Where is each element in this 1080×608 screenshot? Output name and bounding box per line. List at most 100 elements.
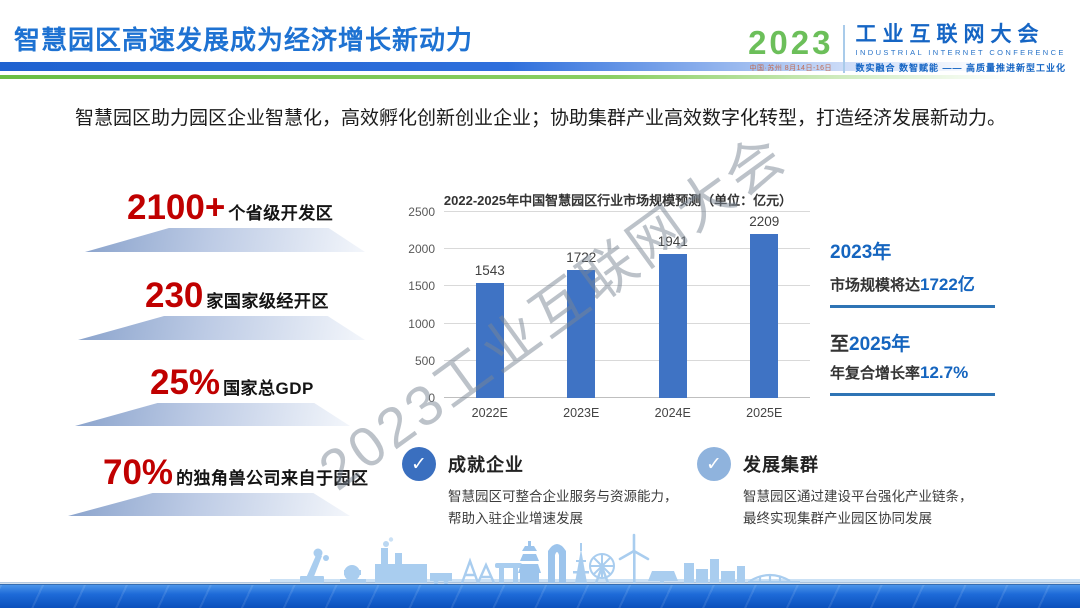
chart-title: 2022-2025年中国智慧园区行业市场规模预测（单位：亿元） bbox=[443, 193, 793, 208]
stat-text: 25% 国家总GDP bbox=[150, 365, 385, 400]
ferris-wheel-icon bbox=[589, 553, 615, 584]
page-title: 智慧园区高速发展成为经济增长新动力 bbox=[14, 25, 474, 55]
y-tick-label: 2500 bbox=[408, 205, 435, 219]
header-rule-blue bbox=[0, 62, 1015, 71]
logo-venue: 中国·苏州 8月14日-16日 bbox=[749, 64, 833, 72]
chart-gridline bbox=[444, 397, 810, 398]
callout-body: 年复合增长率12.7% bbox=[830, 362, 1015, 383]
y-tick-label: 1000 bbox=[408, 316, 435, 331]
bar-value-label: 1941 bbox=[657, 233, 688, 249]
stat-text: 230 家国家级经开区 bbox=[145, 278, 388, 313]
feature-content: 发展集群 智慧园区通过建设平台强化产业链条， 最终实现集群产业园区协同发展 bbox=[743, 447, 973, 530]
callout-body-highlight: 12.7% bbox=[920, 363, 969, 382]
stat-value: 25% bbox=[150, 363, 221, 402]
y-tick-label: 2000 bbox=[408, 242, 435, 257]
robot-arm-icon bbox=[300, 548, 329, 583]
tower-icon bbox=[573, 543, 589, 583]
x-tick-label: 2022E bbox=[471, 406, 508, 420]
y-tick-label: 500 bbox=[414, 353, 435, 368]
buildings-icon bbox=[684, 559, 745, 583]
stat-platform-shape bbox=[68, 493, 350, 516]
stat-platform-shape bbox=[75, 403, 350, 426]
checkmark-icon: ✓ bbox=[402, 447, 436, 481]
callout-title-highlight: 2023年 bbox=[830, 242, 892, 263]
callout-body-prefix: 市场规模将达 bbox=[830, 277, 921, 294]
callout-title: 2023年 bbox=[830, 237, 1015, 264]
callout-title-prefix: 至 bbox=[830, 334, 850, 355]
stat-national-zones: 230 家国家级经开区 bbox=[78, 278, 388, 340]
callout-body: 市场规模将达1722亿 bbox=[830, 270, 1015, 295]
y-tick-label: 0 bbox=[428, 391, 435, 405]
chart-bar bbox=[475, 283, 504, 398]
bar-value-label: 1543 bbox=[474, 263, 505, 279]
bottom-gradient-band bbox=[0, 584, 1080, 608]
callout-title-highlight: 2025年 bbox=[849, 334, 911, 355]
factory-icon bbox=[375, 537, 452, 585]
feature-body: 智慧园区通过建设平台强化产业链条， 最终实现集群产业园区协同发展 bbox=[743, 486, 973, 530]
logo-name-en: INDUSTRIAL INTERNET CONFERENCE bbox=[855, 48, 1066, 57]
feature-title: 发展集群 bbox=[743, 455, 819, 475]
solar-panel-icon bbox=[648, 571, 678, 583]
chart-bars: 1543 2022E 1722 2023E 1941 2024E 2209 2025E bbox=[444, 212, 811, 420]
pagoda-icon bbox=[518, 541, 541, 583]
chart-bar bbox=[658, 253, 687, 398]
conference-logo: 2023 中国·苏州 8月14日-16日 工业互联网大会 INDUSTRIAL … bbox=[748, 24, 1066, 74]
stat-label: 个省级开发区 bbox=[228, 204, 334, 223]
chart-bar-slot: 1722 2023E bbox=[536, 212, 628, 420]
feature-title: 成就企业 bbox=[448, 455, 524, 475]
logo-year-block: 2023 中国·苏州 8月14日-16日 bbox=[748, 26, 833, 73]
arch-gate-icon bbox=[548, 544, 566, 583]
bar-value-label: 2209 bbox=[749, 213, 780, 229]
stat-value: 2100+ bbox=[127, 188, 226, 227]
chart-bar-slot: 2209 2025E bbox=[719, 212, 811, 420]
x-tick-label: 2024E bbox=[654, 406, 691, 420]
callout-underline bbox=[830, 393, 995, 396]
feature-enterprise-success: ✓ 成就企业 智慧园区可整合企业服务与资源能力， 帮助入驻企业增速发展 bbox=[402, 447, 697, 530]
stat-value: 230 bbox=[145, 276, 204, 315]
callout-2023-market-size: 2023年 市场规模将达1722亿 bbox=[830, 237, 1015, 308]
feature-body-line: 帮助入驻企业增速发展 bbox=[448, 511, 583, 526]
crane-icons bbox=[460, 557, 496, 584]
callout-body-prefix: 年复合增长率 bbox=[830, 365, 921, 382]
chart-plot: 0 500 1000 1500 2000 2500 1543 2022E 1722 2023E 19… bbox=[408, 205, 811, 420]
chart-gridline bbox=[444, 248, 810, 250]
feature-cluster-development: ✓ 发展集群 智慧园区通过建设平台强化产业链条， 最终实现集群产业园区协同发展 bbox=[697, 447, 1007, 530]
chart-gridline bbox=[444, 322, 810, 324]
bridge-icon bbox=[748, 573, 800, 584]
city-skyline bbox=[0, 533, 1080, 585]
stat-label: 的独角兽公司来自于园区 bbox=[176, 469, 369, 488]
chart-gridline bbox=[444, 285, 810, 287]
x-tick-label: 2025E bbox=[746, 406, 783, 420]
stat-text: 2100+ 个省级开发区 bbox=[127, 190, 395, 225]
header-rule-green bbox=[0, 75, 1015, 79]
intro-paragraph: 智慧园区助力园区企业智慧化，高效孵化创新创业企业；协助集群产业高效数字化转型，打… bbox=[75, 108, 1007, 129]
wind-turbine-icon bbox=[618, 533, 650, 583]
stat-gdp-share: 25% 国家总GDP bbox=[75, 365, 385, 426]
chart-bar-slot: 1941 2024E bbox=[627, 212, 719, 420]
market-forecast-chart: 2022-2025年中国智慧园区行业市场规模预测（单位：亿元） 0 500 1000… bbox=[408, 186, 816, 432]
chart-gridline bbox=[444, 211, 810, 212]
logo-divider bbox=[843, 25, 846, 73]
chart-bar bbox=[567, 269, 596, 398]
callout-2025-cagr: 至2025年 年复合增长率12.7% bbox=[830, 329, 1015, 396]
skyline-baseline bbox=[0, 582, 1080, 584]
chart-bar-slot: 1543 2022E bbox=[444, 212, 536, 420]
callout-title: 至2025年 bbox=[830, 329, 1015, 356]
chart-bar bbox=[750, 233, 779, 398]
x-tick-label: 2023E bbox=[563, 406, 600, 420]
stat-value: 70% bbox=[103, 453, 174, 492]
logo-name-cn: 工业互联网大会 bbox=[855, 23, 1045, 46]
chart-gridline bbox=[444, 359, 810, 361]
callout-body-highlight: 1722亿 bbox=[920, 275, 975, 294]
logo-name-block: 工业互联网大会 INDUSTRIAL INTERNET CONFERENCE 数… bbox=[855, 24, 1066, 74]
stat-label: 家国家级经开区 bbox=[206, 292, 329, 311]
y-tick-label: 1500 bbox=[408, 279, 435, 294]
feature-body-line: 最终实现集群产业园区协同发展 bbox=[743, 511, 932, 526]
logo-year: 2023 bbox=[748, 23, 834, 61]
stat-platform-shape bbox=[85, 228, 365, 252]
stat-label: 国家总GDP bbox=[223, 379, 314, 398]
stat-platform-shape bbox=[78, 316, 365, 340]
bar-value-label: 1722 bbox=[566, 249, 597, 265]
gate-icon bbox=[495, 563, 522, 583]
